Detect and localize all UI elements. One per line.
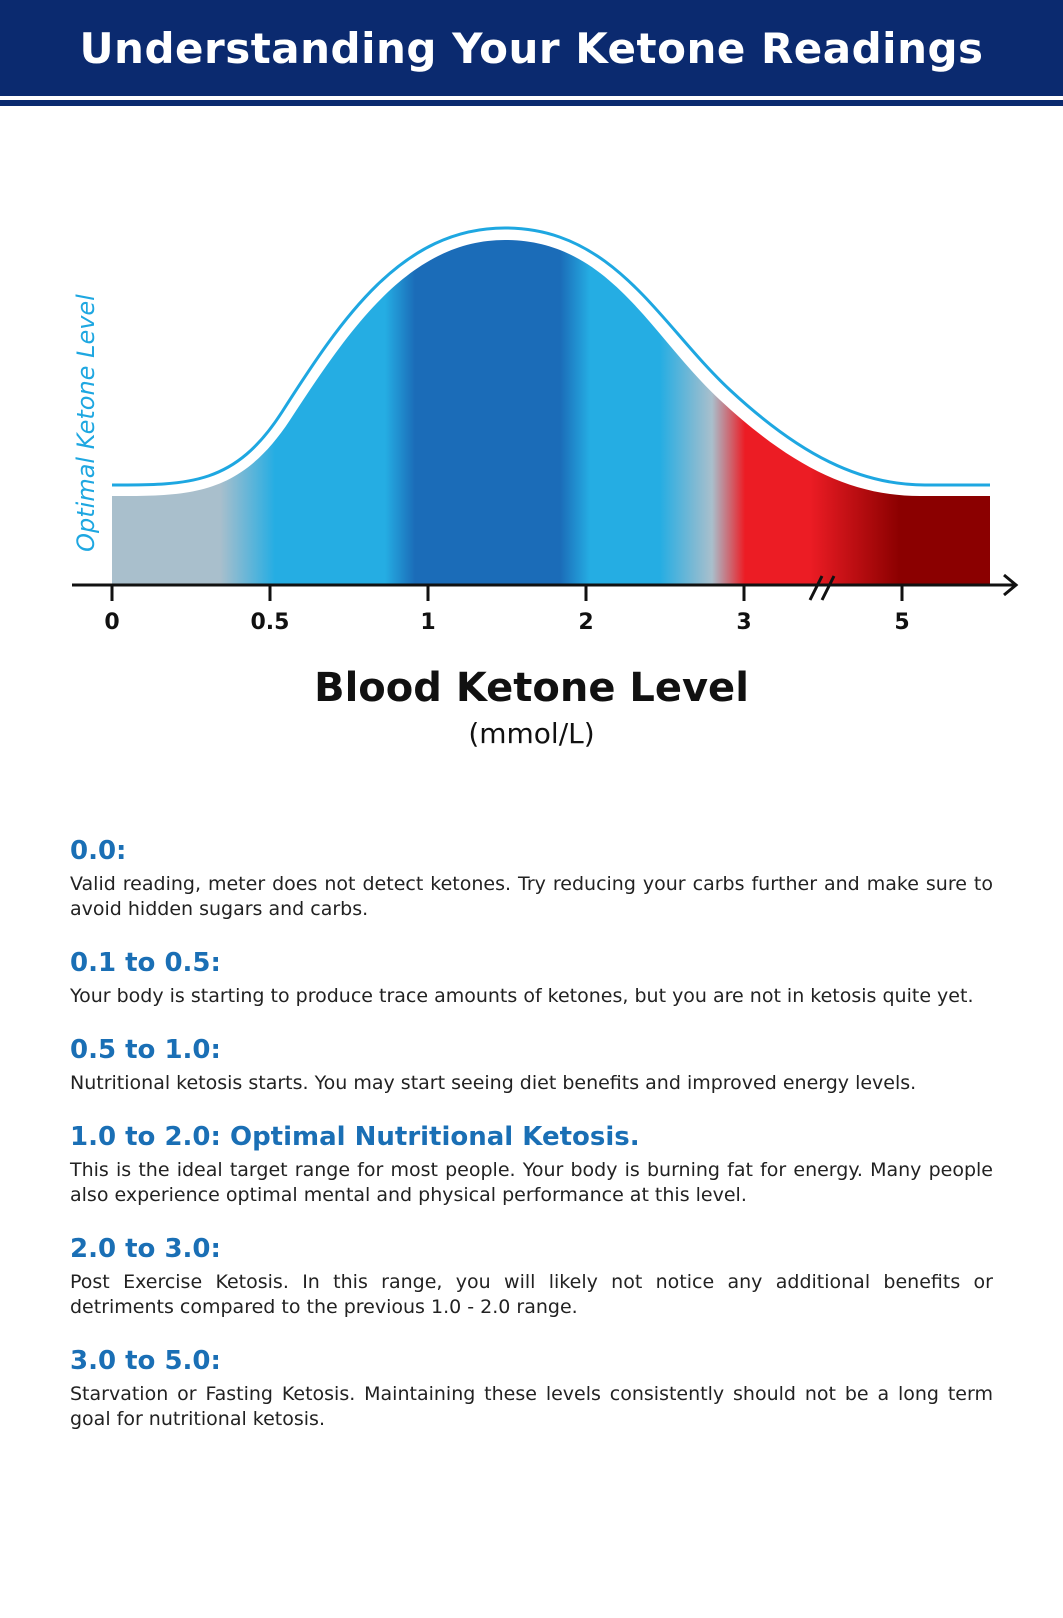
x-tick-label: 2	[578, 610, 593, 635]
x-tick-label: 5	[894, 610, 909, 635]
page-header: Understanding Your Ketone Readings	[0, 0, 1063, 96]
x-tick-label: 0.5	[251, 610, 290, 635]
header-rule-white	[0, 96, 1063, 100]
x-tick-label: 0	[104, 610, 119, 635]
range-text: Starvation or Fasting Ketosis. Maintaini…	[70, 1383, 993, 1430]
range-text: Your body is starting to produce trace a…	[70, 985, 974, 1007]
header-rule-navy	[0, 100, 1063, 106]
page-title: Understanding Your Ketone Readings	[79, 23, 984, 73]
range-item: 0.0: Valid reading, meter does not detec…	[70, 836, 993, 922]
range-item: 3.0 to 5.0: Starvation or Fasting Ketosi…	[70, 1346, 993, 1432]
ketone-area	[112, 240, 990, 585]
x-tick-label: 1	[420, 610, 435, 635]
range-heading: 0.1 to 0.5:	[70, 948, 221, 978]
range-item: 1.0 to 2.0: Optimal Nutritional Ketosis.…	[70, 1122, 993, 1208]
range-item: 2.0 to 3.0: Post Exercise Ketosis. In th…	[70, 1234, 993, 1320]
range-text: This is the ideal target range for most …	[70, 1159, 993, 1206]
range-heading: 2.0 to 3.0:	[70, 1234, 221, 1264]
ketone-outline-curve	[111, 226, 990, 487]
range-item: 0.1 to 0.5: Your body is starting to pro…	[70, 948, 993, 1009]
range-heading: 3.0 to 5.0:	[70, 1346, 221, 1376]
x-axis-unit: (mmol/L)	[468, 717, 595, 750]
range-item: 0.5 to 1.0: Nutritional ketosis starts. …	[70, 1035, 993, 1096]
ranges-list: 0.0: Valid reading, meter does not detec…	[70, 836, 993, 1458]
x-axis-title: Blood Ketone Level	[314, 665, 749, 711]
y-axis-label: Optimal Ketone Level	[72, 294, 100, 552]
x-axis-arrow-icon	[1003, 573, 1019, 597]
range-text: Post Exercise Ketosis. In this range, yo…	[70, 1271, 993, 1318]
range-text: Nutritional ketosis starts. You may star…	[70, 1072, 917, 1094]
range-heading: 0.5 to 1.0:	[70, 1035, 221, 1065]
range-heading: 0.0:	[70, 836, 127, 866]
range-text: Valid reading, meter does not detect ket…	[70, 873, 993, 920]
range-heading: 1.0 to 2.0: Optimal Nutritional Ketosis.	[70, 1122, 640, 1152]
ketone-chart: 0 0.5 1 2 3 5 Optimal Ketone Level	[72, 226, 1019, 635]
x-tick-label: 3	[736, 610, 751, 635]
axis-break-icon	[808, 575, 836, 601]
